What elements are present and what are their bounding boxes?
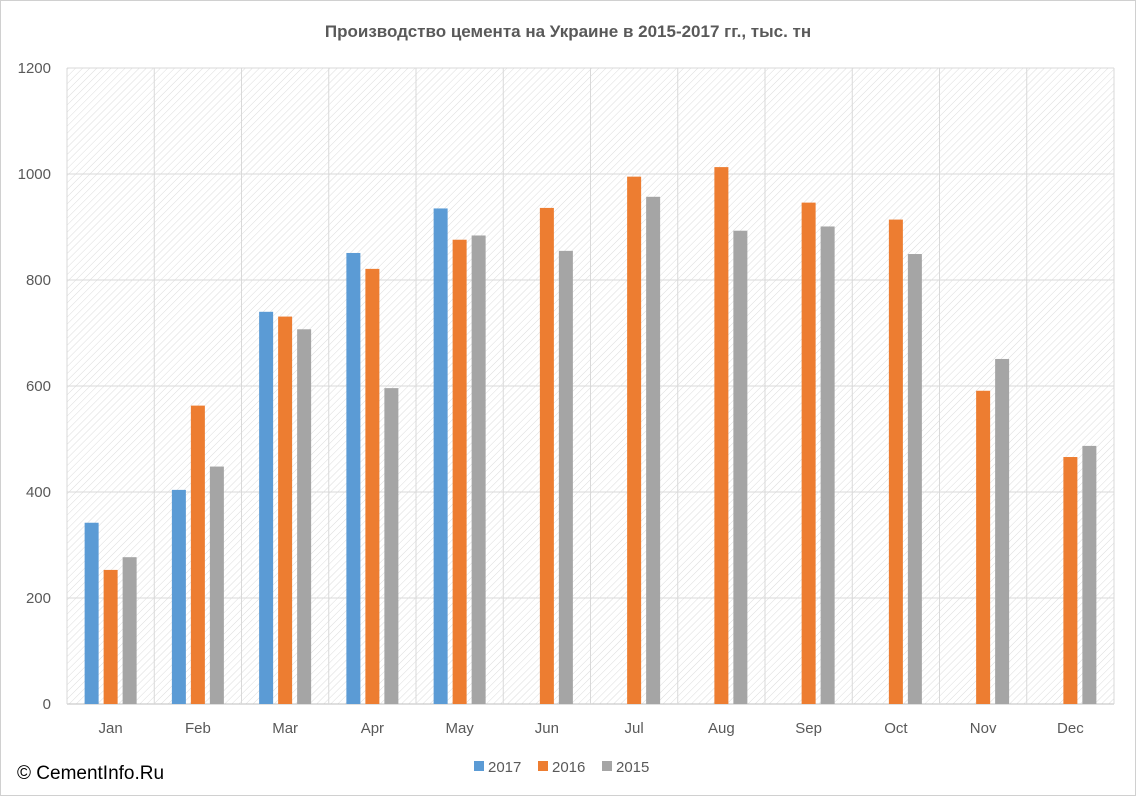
legend-label-2016: 2016 (552, 759, 585, 776)
bar-2015-feb (209, 466, 224, 704)
bar-2016-aug (714, 167, 729, 705)
bar-2017-mar (259, 311, 274, 704)
x-tick-label: Dec (1057, 720, 1084, 737)
y-tick-label: 600 (26, 378, 51, 395)
legend: 2017 2016 2015 (474, 759, 649, 776)
bar-2015-oct (907, 254, 922, 704)
x-axis-tick-labels: Jan Feb Mar Apr May Jun Jul Aug Sep Oct Nov Dec (99, 720, 1085, 737)
bar-2016-feb (190, 405, 205, 704)
bar-series-group (84, 167, 1097, 705)
x-tick-label: Sep (795, 720, 822, 737)
legend-label-2015: 2015 (616, 759, 649, 776)
bar-2017-feb (171, 489, 186, 704)
x-tick-label: Oct (884, 720, 908, 737)
x-tick-label: Aug (708, 720, 735, 737)
bar-2015-may (471, 235, 486, 705)
bar-2017-apr (346, 252, 361, 704)
chart-title: Производство цемента на Украине в 2015-2… (325, 22, 811, 41)
y-tick-label: 200 (26, 590, 51, 607)
bar-2016-jul (627, 176, 642, 704)
legend-label-2017: 2017 (488, 759, 521, 776)
legend-swatch-2015 (602, 761, 612, 771)
bar-2015-mar (297, 329, 312, 704)
y-tick-label: 800 (26, 272, 51, 289)
y-tick-label: 0 (43, 696, 51, 713)
bar-2016-nov (976, 390, 991, 704)
credit-text: © CementInfo.Ru (17, 763, 164, 784)
bar-2016-mar (278, 316, 293, 704)
bar-2016-may (452, 239, 467, 704)
bar-2015-apr (384, 388, 399, 704)
y-tick-label: 1000 (18, 166, 51, 183)
x-tick-label: Jun (535, 720, 559, 737)
bar-2017-jan (84, 522, 99, 704)
bar-2015-nov (995, 358, 1010, 704)
x-tick-label: Nov (970, 720, 997, 737)
bar-2015-sep (820, 226, 835, 704)
bar-2015-jul (646, 196, 661, 705)
x-tick-label: Apr (361, 720, 384, 737)
x-tick-label: Mar (272, 720, 298, 737)
x-tick-label: Jan (99, 720, 123, 737)
bar-2016-apr (365, 268, 380, 704)
bar-2015-aug (733, 230, 748, 704)
x-tick-label: Jul (625, 720, 644, 737)
y-tick-label: 1200 (18, 60, 51, 77)
y-tick-label: 400 (26, 484, 51, 501)
bar-2015-dec (1082, 445, 1097, 704)
bar-2015-jun (558, 250, 573, 704)
bar-2016-oct (888, 219, 903, 704)
x-tick-label: Feb (185, 720, 211, 737)
bar-2016-jan (103, 569, 118, 704)
legend-swatch-2016 (538, 761, 548, 771)
bar-2016-jun (539, 207, 554, 705)
bar-2017-may (433, 208, 448, 704)
legend-swatch-2017 (474, 761, 484, 771)
bar-2016-dec (1063, 457, 1078, 704)
x-tick-label: May (445, 720, 474, 737)
gridlines (66, 67, 1115, 705)
y-axis-tick-labels: 0 200 400 600 800 1000 1200 (18, 60, 51, 713)
bar-2016-sep (801, 202, 816, 704)
bar-2015-jan (122, 557, 137, 704)
